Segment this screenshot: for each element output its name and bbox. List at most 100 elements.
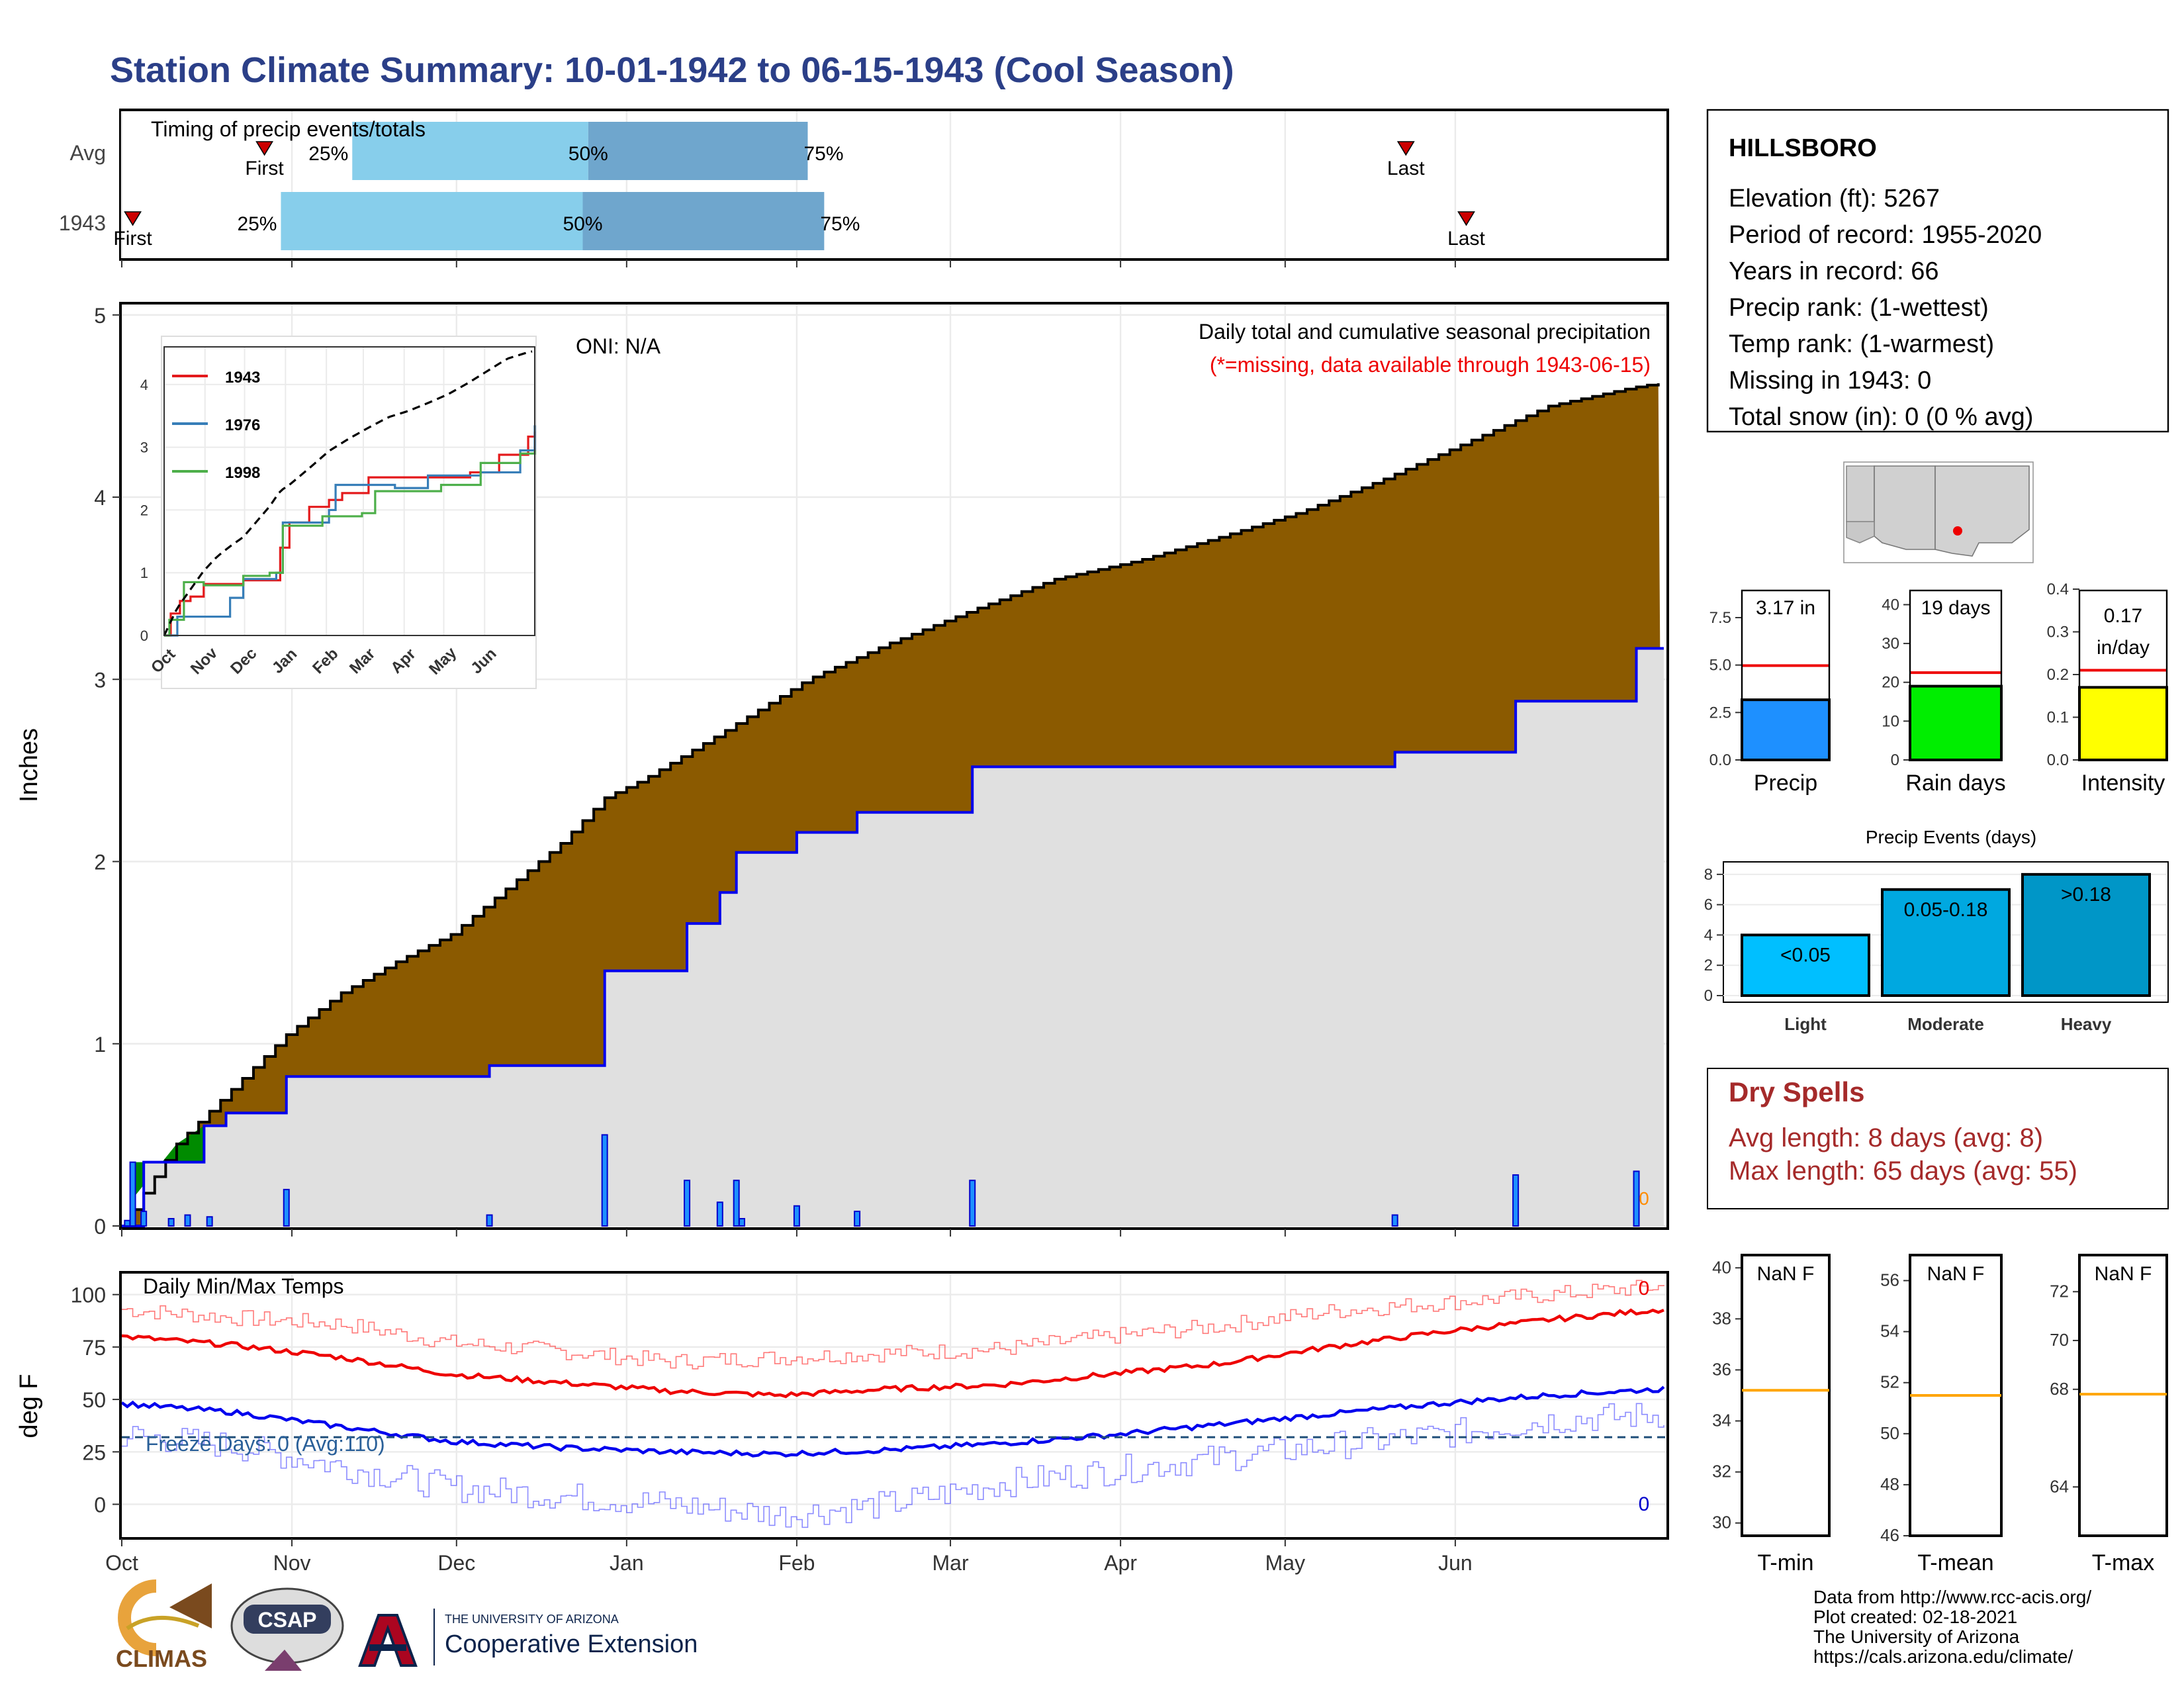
precip-events-chart: Precip Events (days) 0 2 4 6 8 <0.05 Light 0.05…: [1704, 827, 2169, 1034]
temp-box-tick-label: 68: [2050, 1379, 2069, 1399]
daily-precip-bar: [969, 1180, 976, 1227]
temp-y-tick-label: 50: [82, 1388, 106, 1412]
daily-precip-bar: [184, 1214, 191, 1227]
mini-bar-value-label: 0.17 in/day: [2097, 605, 2150, 659]
timing-first-label: First: [113, 228, 152, 250]
ua-logo-line2: Cooperative Extension: [445, 1630, 698, 1658]
page-title: Station Climate Summary: 10-01-1942 to 0…: [110, 50, 1234, 90]
temp-box-frame: [1741, 1254, 1831, 1537]
daily-precip-bar: [140, 1210, 148, 1227]
month-label: Jan: [610, 1551, 644, 1575]
timing-label: Timing of precip events/totals: [151, 117, 426, 141]
temp-box-label: T-mean: [1917, 1550, 1993, 1575]
precip-y-tick-label: 3: [94, 668, 106, 692]
precip-y-tick-label: 2: [94, 851, 106, 874]
daily-precip-bar: [601, 1134, 608, 1227]
events-title: Precip Events (days): [1866, 827, 2036, 847]
dry-spells-avg: Avg length: 8 days (avg: 8): [1729, 1123, 2043, 1152]
mini-bar-frame: [1741, 589, 1831, 761]
inset-y-tick-label: 2: [140, 502, 148, 518]
station-info-line: Missing in 1943: 0: [1729, 367, 1931, 395]
mini-bar-tick-label: 7.5: [1709, 609, 1731, 627]
events-bar-label: >0.18: [2061, 884, 2111, 906]
daily-precip-bar: [738, 1217, 745, 1227]
daily-precip-bar: [167, 1217, 175, 1227]
daily-precip-bar: [854, 1210, 861, 1227]
ua-logo: THE UNIVERSITY OF ARIZONA Cooperative Ex…: [358, 1609, 698, 1667]
events-category-label: Moderate: [1907, 1014, 1984, 1034]
climas-logo-text: CLIMAS: [116, 1645, 207, 1672]
daily-precip-bar: [124, 1219, 131, 1227]
mini-bar-value-part: 0.17: [2104, 605, 2142, 627]
temp-y-tick-label: 0: [94, 1493, 106, 1517]
timing-bar-25-50: [281, 192, 583, 250]
daily-precip-bar: [1391, 1214, 1398, 1227]
inset-legend: 1943 1976 1998: [172, 369, 260, 482]
timing-p75-label: 75%: [803, 143, 843, 165]
inset-series-line: [164, 450, 536, 637]
mini-bar-tick-label: 0.3: [2047, 624, 2069, 641]
month-label: Mar: [933, 1551, 969, 1575]
precip-average-line: [122, 383, 1660, 1227]
events-tick-label: 4: [1704, 926, 1713, 944]
inset-y-tick-label: 0: [140, 628, 148, 644]
mini-bar-value-label: 19 days: [1921, 597, 1990, 619]
temp-box-label: T-min: [1758, 1550, 1814, 1575]
daily-precip-bar: [1512, 1174, 1520, 1227]
temp-box-tick-label: 64: [2050, 1476, 2069, 1496]
footer-line: The University of Arizona: [1813, 1626, 2020, 1647]
timing-row-1943-label: 1943: [59, 211, 106, 235]
temp-min-missing: 0: [1639, 1493, 1650, 1515]
month-label: Dec: [437, 1551, 475, 1575]
inset-y-tick-label: 4: [140, 377, 148, 393]
temp-y-tick-label: 25: [82, 1440, 106, 1464]
temp-box-tick-label: 72: [2050, 1281, 2069, 1301]
temp-y-tick-label: 100: [71, 1284, 106, 1307]
station-info-line: Precip rank: (1-wettest): [1729, 294, 1989, 322]
precip-y-label: Inches: [15, 728, 43, 802]
dry-spells-title: Dry Spells: [1729, 1076, 1864, 1107]
mini-bar-value: [2078, 686, 2168, 761]
oni-label: ONI: N/A: [576, 334, 661, 358]
precip-observed-area: [122, 648, 1664, 1226]
temp-box-label: T-max: [2092, 1550, 2154, 1575]
temp-box-tick-label: 50: [1880, 1423, 1899, 1443]
timing-bar-50-75: [582, 192, 825, 250]
temp-y-tick-label: 75: [82, 1336, 106, 1360]
mini-bar-value-label: 3.17 in: [1756, 597, 1815, 619]
daily-precip-bar: [1633, 1170, 1640, 1227]
station-name: HILLSBORO: [1729, 134, 1877, 162]
timing-first-label: First: [245, 158, 284, 179]
inset-y-tick-label: 3: [140, 440, 148, 456]
precip-missing-note: (*=missing, data available through 1943-…: [1210, 353, 1651, 377]
precip-observed-line: [122, 647, 1664, 1227]
events-category-label: Light: [1784, 1014, 1827, 1034]
precip-y-tick-label: 0: [94, 1215, 106, 1239]
mini-bar-frame: [2078, 589, 2168, 761]
footer-line: Data from http://www.rcc-acis.org/: [1813, 1587, 2091, 1607]
inset-average-line: [163, 350, 533, 636]
temp-box-tick-label: 38: [1712, 1308, 1731, 1328]
timing-gridlines: [120, 111, 1457, 267]
daily-precip-bar: [283, 1188, 290, 1227]
timing-bar-50-75: [588, 122, 808, 180]
month-label: Jun: [1438, 1551, 1473, 1575]
temperature-boxes: 30 32 34 36 38 40 NaN F T-min 46 48 50 52 54 56 NaN F T…: [1712, 1254, 2168, 1575]
csap-logo-text: CSAP: [258, 1608, 317, 1632]
timing-last-label: Last: [1447, 228, 1485, 250]
station-info-box: HILLSBORO Elevation (ft): 5267 Period of …: [1706, 109, 2169, 433]
timing-bars: [281, 122, 825, 250]
precip-subtitle: Daily total and cumulative seasonal prec…: [1199, 320, 1651, 344]
mini-bar-tick-label: 10: [1882, 712, 1899, 730]
temp-box-tick-label: 34: [1712, 1411, 1731, 1430]
precip-missing-count: 0: [1639, 1188, 1649, 1209]
timing-p50-label: 50%: [563, 213, 602, 235]
timing-p25-label: 25%: [308, 143, 348, 165]
mini-bar-label: Precip: [1754, 771, 1817, 796]
events-bar-label: 0.05-0.18: [1904, 899, 1988, 921]
dry-spells-box: Dry Spells Avg length: 8 days (avg: 8) M…: [1707, 1068, 2169, 1209]
month-label: Feb: [778, 1551, 815, 1575]
